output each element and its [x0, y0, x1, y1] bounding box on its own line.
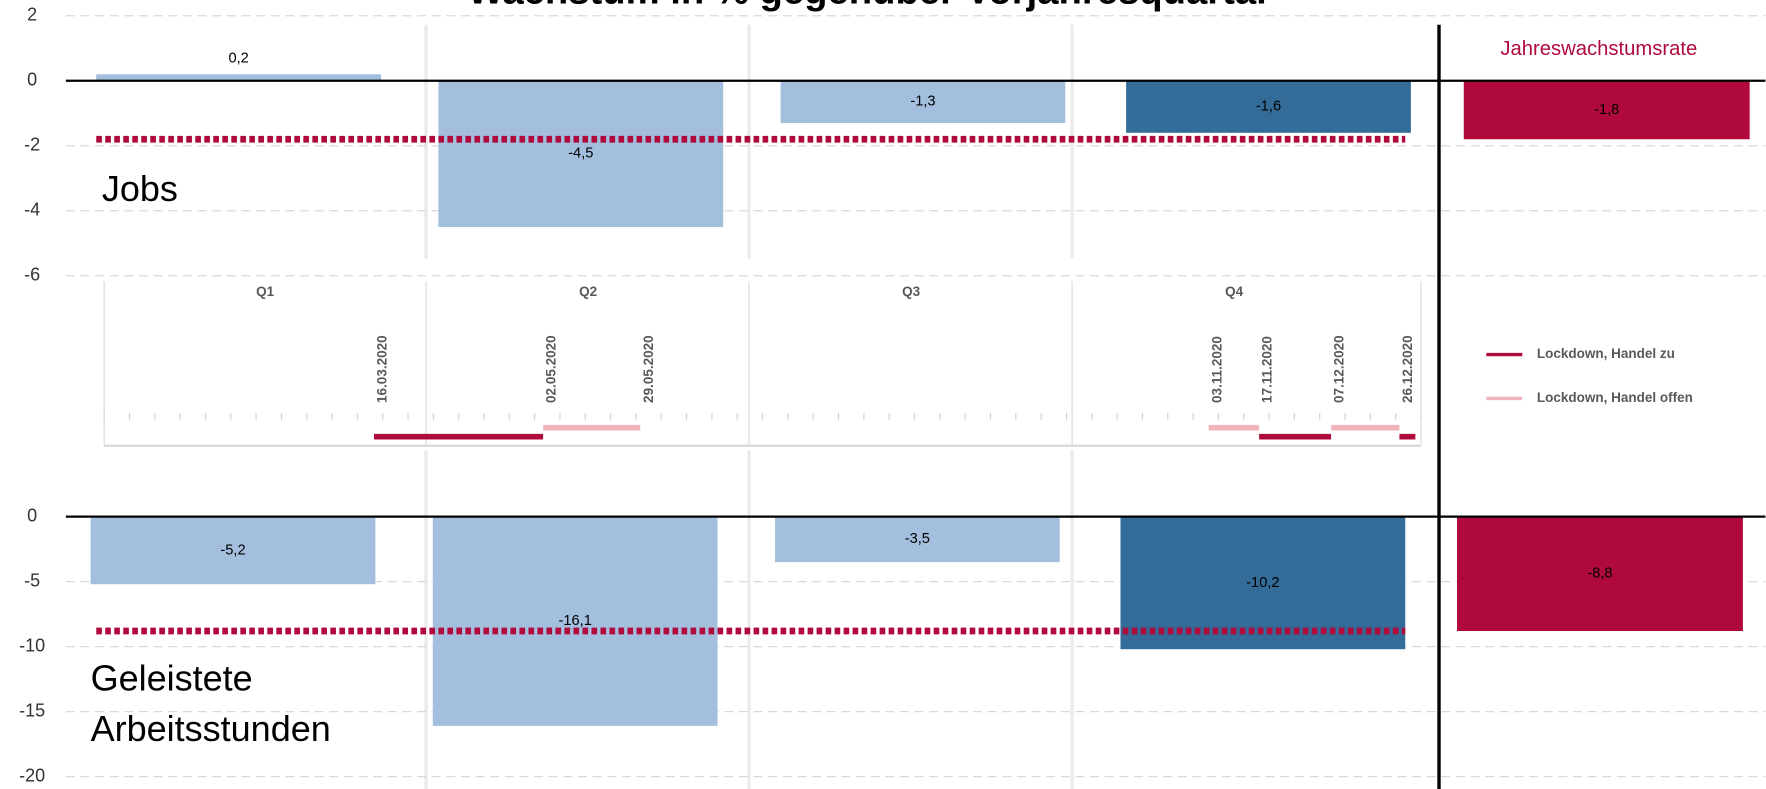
y-tick-label: -2 — [24, 135, 40, 155]
bar — [96, 74, 382, 81]
quarter-label: Q4 — [1225, 284, 1244, 299]
y-tick-label: -6 — [24, 265, 40, 285]
date-label: 03.11.2020 — [1209, 336, 1224, 403]
y-tick-label: -5 — [24, 570, 40, 590]
y-tick-label: -15 — [19, 700, 45, 720]
data-label: -5,2 — [220, 542, 245, 558]
date-label: 02.05.2020 — [544, 335, 559, 403]
y-tick-label: 2 — [27, 5, 37, 25]
data-label: 0,2 — [228, 50, 248, 66]
y-tick-label: -10 — [19, 635, 45, 655]
annual-label: -8,8 — [1587, 566, 1612, 582]
annual-bar — [1463, 80, 1750, 140]
annual-header: Jahreswachstumsrate — [1500, 38, 1697, 60]
panel-label: Geleistete — [91, 657, 253, 698]
bar — [432, 516, 718, 726]
bar — [1126, 80, 1411, 133]
quarter-label: Q1 — [256, 284, 275, 299]
data-label: -3,5 — [905, 531, 930, 547]
date-label: 16.03.2020 — [375, 335, 390, 403]
legend-label: Lockdown, Handel offen — [1537, 390, 1693, 405]
date-label: 07.12.2020 — [1332, 335, 1347, 403]
date-label: 17.11.2020 — [1260, 336, 1275, 403]
bar — [438, 80, 724, 228]
data-label: -10,2 — [1246, 575, 1279, 591]
bar — [780, 80, 1066, 124]
y-tick-label: -4 — [24, 200, 40, 220]
bar — [90, 516, 376, 585]
annual-label: -1,8 — [1594, 102, 1619, 118]
panel-label: Jobs — [102, 168, 178, 209]
y-tick-label: 0 — [27, 505, 37, 525]
date-label: 26.12.2020 — [1400, 335, 1415, 403]
legend-label: Lockdown, Handel zu — [1537, 346, 1675, 361]
quarter-label: Q3 — [902, 284, 921, 299]
y-tick-label: 0 — [27, 70, 37, 90]
data-label: -1,6 — [1256, 99, 1281, 115]
annual-bar — [1457, 516, 1743, 632]
date-label: 29.05.2020 — [641, 335, 656, 403]
y-tick-label: -20 — [19, 765, 45, 785]
quarter-label: Q2 — [579, 284, 597, 299]
data-label: -1,3 — [910, 94, 935, 110]
data-label: -16,1 — [558, 613, 591, 629]
panel-label: Arbeitsstunden — [91, 708, 331, 749]
bar — [774, 516, 1060, 563]
data-label: -4,5 — [568, 146, 593, 162]
bar — [1120, 516, 1406, 650]
chart-title: Wachstum in % gegenüber Vorjahresquartal — [468, 0, 1267, 12]
